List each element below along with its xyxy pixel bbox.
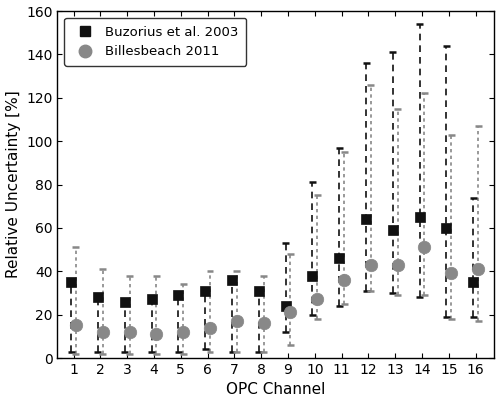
X-axis label: OPC Channel: OPC Channel xyxy=(226,382,326,397)
Legend: Buzorius et al. 2003, Billesbeach 2011: Buzorius et al. 2003, Billesbeach 2011 xyxy=(64,18,246,66)
Y-axis label: Relative Uncertainty [%]: Relative Uncertainty [%] xyxy=(6,91,20,278)
